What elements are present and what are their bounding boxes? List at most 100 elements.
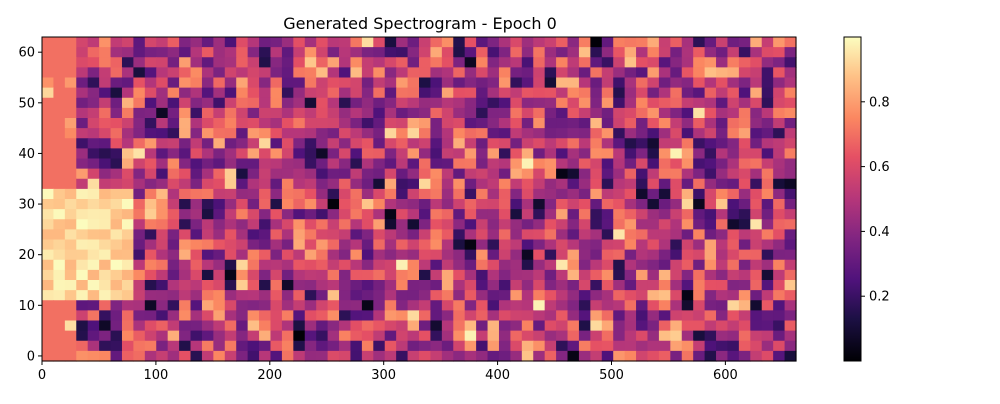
heatmap-cell	[658, 219, 671, 230]
heatmap-cell	[419, 77, 432, 89]
heatmap-cell	[704, 128, 717, 139]
heatmap-cell	[727, 249, 740, 261]
heatmap-cell	[247, 219, 260, 230]
heatmap-cell	[179, 138, 192, 149]
heatmap-cell	[556, 178, 569, 190]
heatmap-cell	[556, 259, 569, 271]
heatmap-cell	[670, 310, 683, 322]
heatmap-cell	[42, 188, 55, 200]
heatmap-cell	[498, 188, 511, 200]
heatmap-cell	[613, 47, 626, 58]
heatmap-cell	[316, 249, 329, 261]
heatmap-cell	[727, 350, 740, 362]
heatmap-cell	[64, 107, 77, 119]
heatmap-cell	[281, 259, 294, 271]
heatmap-cell	[647, 37, 660, 48]
heatmap-cell	[133, 148, 146, 160]
heatmap-cell	[658, 330, 671, 342]
heatmap-cell	[453, 57, 466, 68]
heatmap-cell	[53, 259, 66, 271]
heatmap-cell	[441, 340, 454, 352]
heatmap-cell	[64, 310, 77, 322]
heatmap-cell	[430, 310, 443, 322]
heatmap-cell	[784, 118, 797, 129]
heatmap-cell	[704, 138, 717, 149]
heatmap-cell	[704, 148, 717, 160]
heatmap-cell	[99, 330, 112, 342]
heatmap-cell	[407, 37, 420, 48]
heatmap-cell	[727, 47, 740, 58]
heatmap-cell	[304, 259, 317, 271]
heatmap-cell	[738, 199, 751, 210]
heatmap-cell	[556, 118, 569, 129]
heatmap-cell	[419, 209, 432, 220]
heatmap-cell	[498, 57, 511, 68]
heatmap-cell	[293, 340, 306, 352]
heatmap-cell	[42, 87, 55, 99]
heatmap-cell	[613, 229, 626, 241]
heatmap-cell	[670, 320, 683, 332]
heatmap-cell	[750, 188, 763, 200]
heatmap-cell	[144, 249, 157, 261]
heatmap-cell	[773, 209, 786, 220]
heatmap-cell	[259, 300, 272, 311]
heatmap-cell	[590, 138, 603, 149]
heatmap-cell	[213, 229, 226, 241]
heatmap-cell	[384, 239, 397, 251]
heatmap-cell	[430, 77, 443, 89]
heatmap-cell	[670, 87, 683, 99]
heatmap-cell	[42, 97, 55, 109]
heatmap-cell	[613, 340, 626, 352]
heatmap-cell	[373, 269, 386, 281]
heatmap-cell	[693, 340, 706, 352]
heatmap-cell	[201, 300, 214, 311]
heatmap-cell	[224, 87, 237, 99]
heatmap-cell	[556, 77, 569, 89]
heatmap-cell	[236, 47, 249, 58]
heatmap-cell	[316, 229, 329, 241]
heatmap-cell	[339, 320, 352, 332]
heatmap-cell	[236, 219, 249, 230]
heatmap-cell	[281, 67, 294, 79]
heatmap-cell	[179, 350, 192, 362]
heatmap-cell	[498, 168, 511, 180]
heatmap-cell	[498, 320, 511, 332]
heatmap-cell	[624, 199, 637, 210]
heatmap-cell	[716, 188, 729, 200]
heatmap-cell	[498, 47, 511, 58]
heatmap-cell	[636, 209, 649, 220]
heatmap-cell	[224, 219, 237, 230]
y-tick-label: 50	[18, 96, 35, 111]
heatmap-cell	[133, 168, 146, 180]
heatmap-cell	[693, 350, 706, 362]
heatmap-cell	[601, 290, 614, 301]
heatmap-cell	[53, 249, 66, 261]
heatmap-cell	[533, 259, 546, 271]
heatmap-cell	[716, 118, 729, 129]
heatmap-cell	[613, 300, 626, 311]
heatmap-cell	[761, 118, 774, 129]
heatmap-cell	[396, 107, 409, 119]
heatmap-cell	[533, 168, 546, 180]
heatmap-cell	[316, 57, 329, 68]
heatmap-cell	[419, 138, 432, 149]
heatmap-cell	[179, 340, 192, 352]
heatmap-cell	[430, 158, 443, 170]
heatmap-cell	[441, 97, 454, 109]
heatmap-cell	[373, 188, 386, 200]
heatmap-cell	[487, 57, 500, 68]
heatmap-cell	[121, 107, 134, 119]
heatmap-cell	[396, 350, 409, 362]
heatmap-cell	[407, 178, 420, 190]
heatmap-cell	[53, 97, 66, 109]
heatmap-cell	[42, 320, 55, 332]
heatmap-cell	[179, 259, 192, 271]
heatmap-cell	[704, 330, 717, 342]
heatmap-cell	[167, 148, 180, 160]
heatmap-cell	[670, 239, 683, 251]
heatmap-cell	[487, 168, 500, 180]
heatmap-cell	[293, 269, 306, 281]
heatmap-cell	[281, 128, 294, 139]
heatmap-cell	[236, 168, 249, 180]
heatmap-cell	[681, 300, 694, 311]
